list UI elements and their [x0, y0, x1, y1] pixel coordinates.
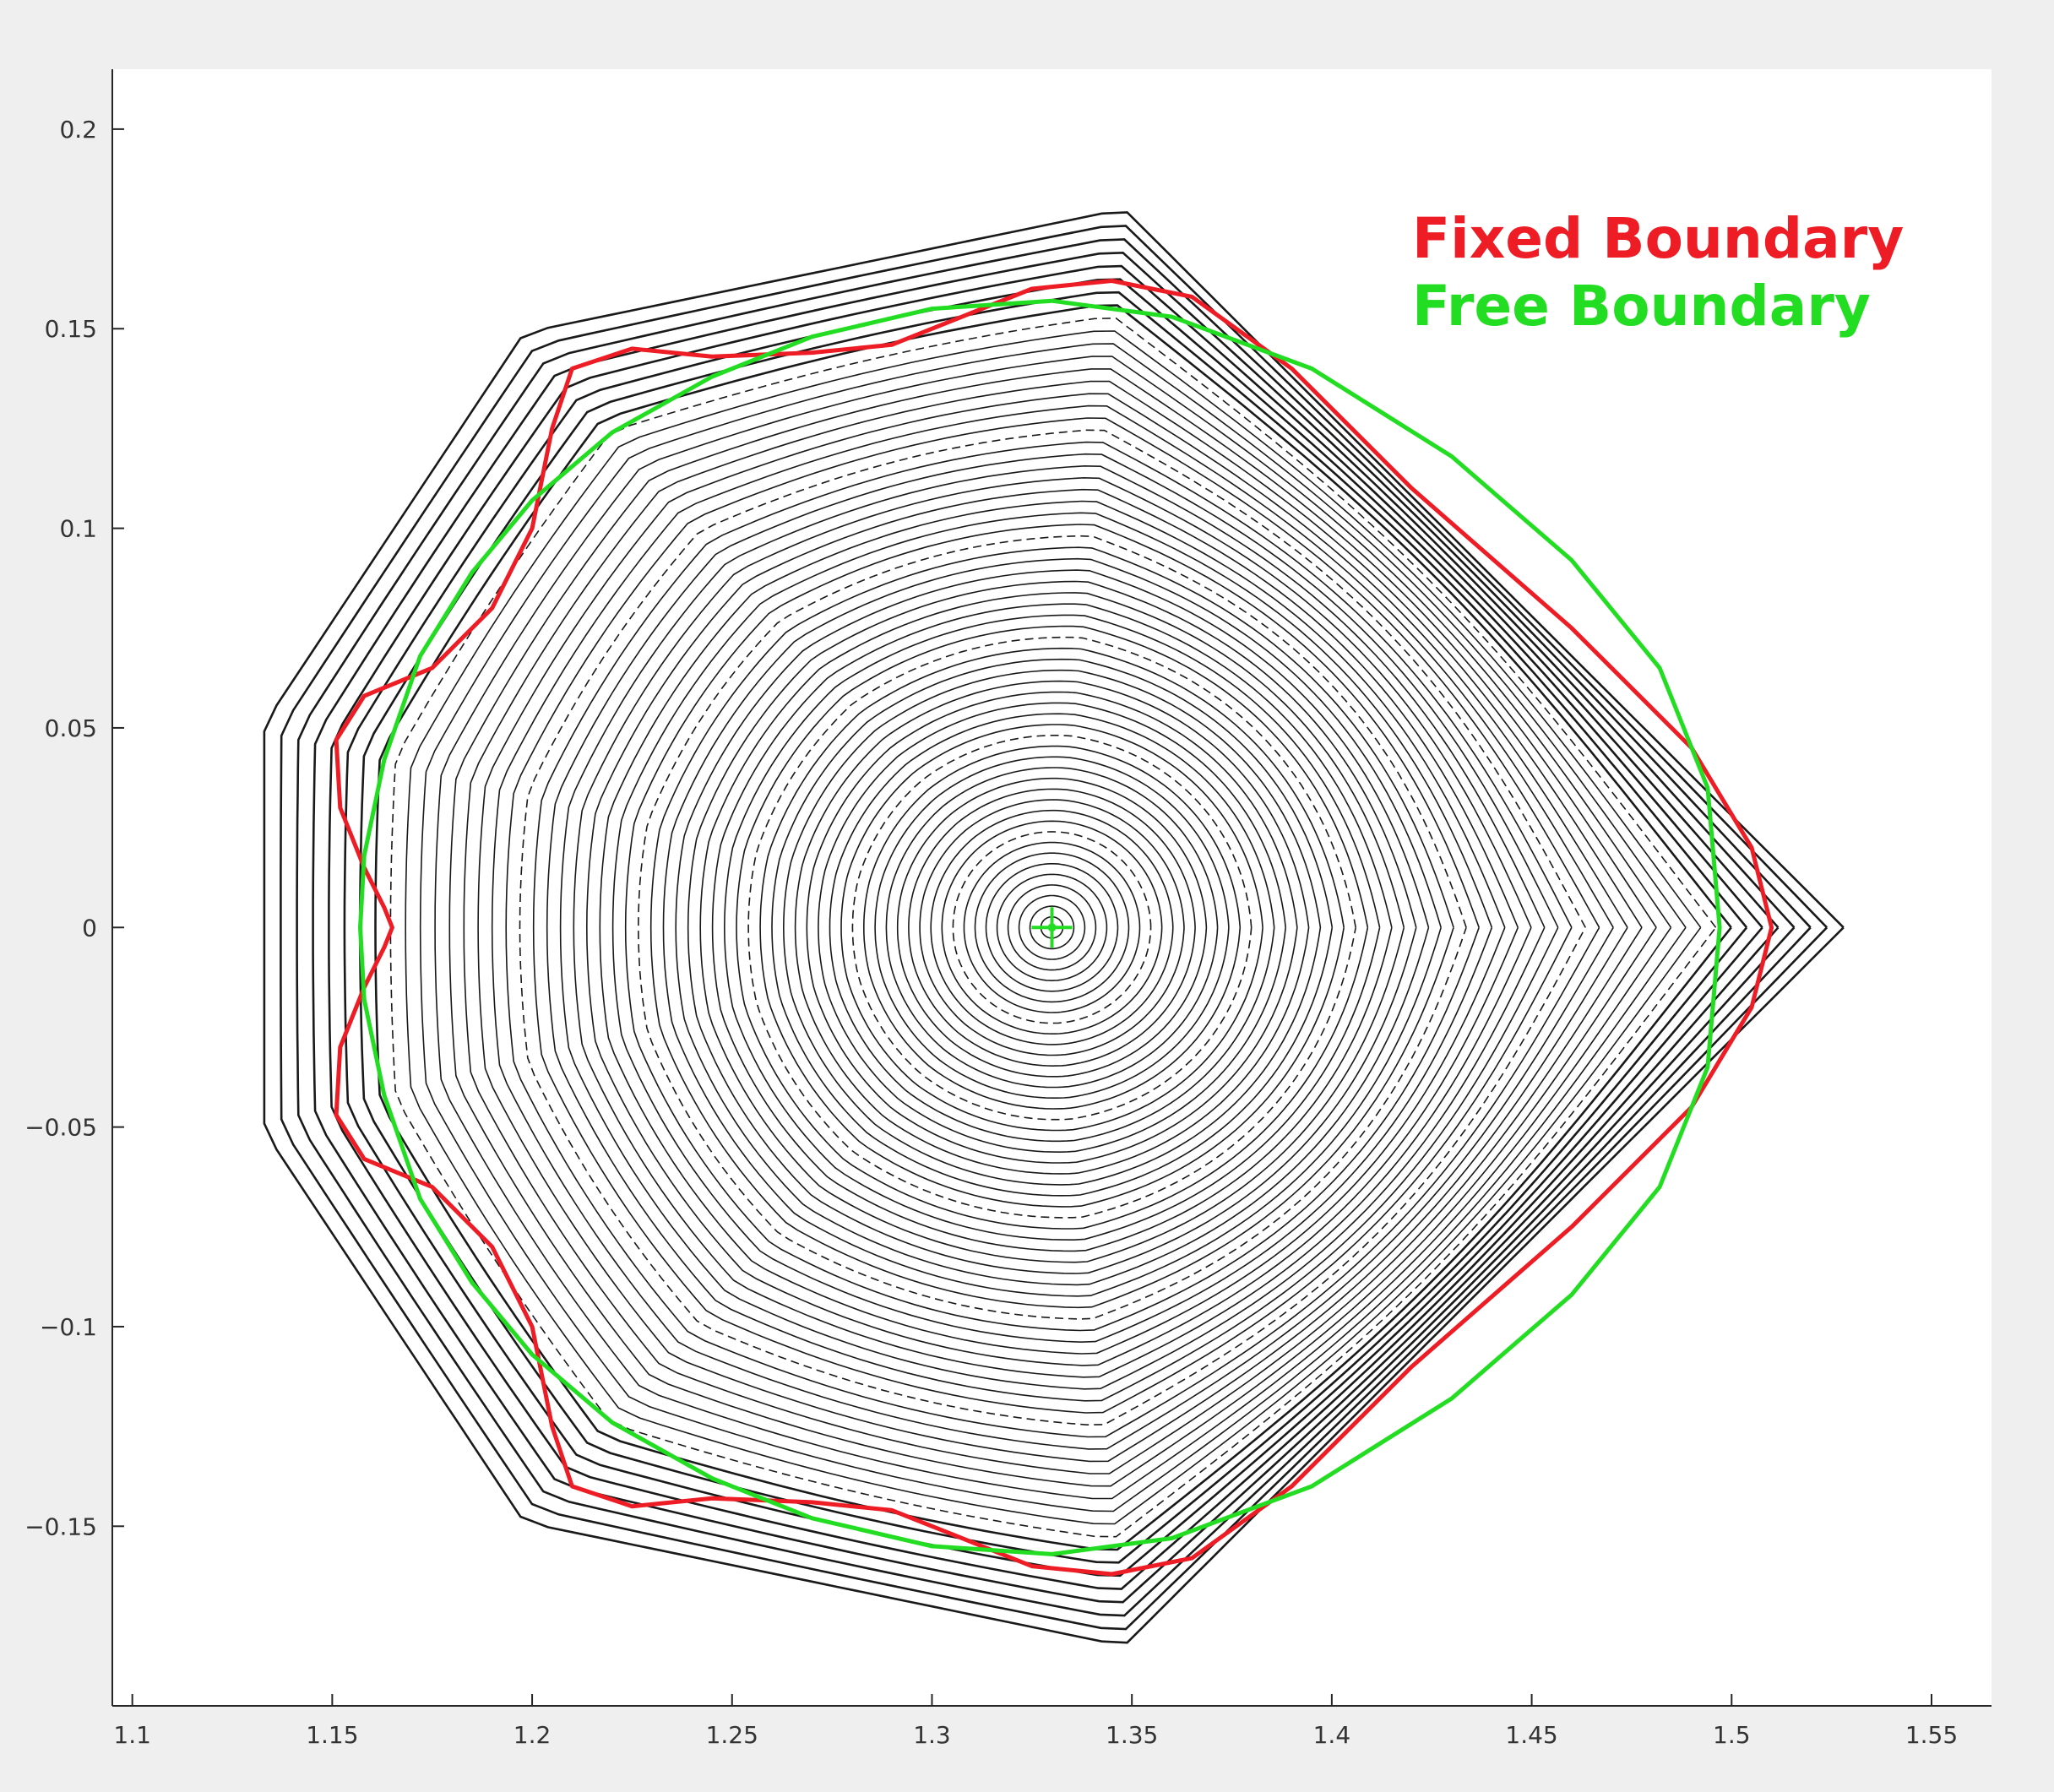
y-axis-ticks: 0.2 0.15 0.1 0.05 0 −0.05 −0.1 −0.15 — [24, 116, 124, 1540]
flux-surface — [723, 614, 1381, 1241]
flux-surface — [862, 745, 1242, 1110]
x-tick-label: 1.2 — [514, 1721, 552, 1749]
flux-surface — [419, 343, 1687, 1512]
flux-surface — [263, 211, 1845, 1644]
flux-surface — [806, 691, 1298, 1164]
flux-surface — [312, 251, 1796, 1604]
flux-surface — [463, 380, 1643, 1474]
flux-surface — [840, 724, 1263, 1132]
y-tick-label: 0.05 — [45, 714, 97, 742]
flux-surface — [885, 767, 1219, 1089]
flux-surface — [519, 429, 1586, 1426]
y-tick-label: 0.1 — [59, 515, 97, 543]
y-tick-label: 0.15 — [45, 315, 97, 343]
y-tick-label: −0.15 — [24, 1512, 97, 1540]
flux-surface — [573, 476, 1532, 1378]
x-tick-label: 1.25 — [706, 1721, 758, 1749]
flux-surface — [649, 546, 1454, 1309]
flux-surface — [919, 799, 1185, 1056]
flux-surface — [1007, 884, 1097, 971]
flux-surface — [794, 680, 1310, 1175]
flux-surface — [343, 278, 1763, 1578]
flux-surface — [546, 453, 1559, 1402]
flux-surface — [930, 809, 1174, 1045]
flux-surface — [963, 841, 1141, 1013]
boundary-series — [334, 279, 1774, 1577]
flux-surface — [405, 330, 1702, 1525]
fixed-boundary-line — [334, 279, 1774, 1577]
y-tick-label: −0.05 — [24, 1114, 97, 1142]
y-tick-label: −0.1 — [40, 1313, 97, 1341]
flux-surface — [1029, 905, 1075, 950]
flux-surface — [736, 625, 1369, 1230]
flux-surface — [1018, 894, 1086, 960]
flux-surface — [771, 658, 1334, 1197]
flux-surface — [747, 636, 1356, 1219]
x-tick-label: 1.1 — [113, 1721, 151, 1749]
flux-surface — [896, 777, 1208, 1078]
legend-free-boundary: Free Boundary — [1412, 274, 1871, 339]
flux-surface — [974, 852, 1130, 1003]
flux-surface — [477, 393, 1628, 1463]
flux-surface — [675, 569, 1430, 1286]
x-tick-label: 1.4 — [1313, 1721, 1351, 1749]
flux-surface — [599, 500, 1506, 1355]
flux-surface — [851, 734, 1253, 1121]
flux-surface — [491, 405, 1614, 1450]
x-tick-label: 1.55 — [1905, 1721, 1958, 1749]
flux-surface — [782, 669, 1322, 1186]
flux-surface — [662, 557, 1442, 1297]
flux-surface — [818, 702, 1286, 1154]
axis-dot — [1047, 923, 1057, 932]
flux-surface — [328, 264, 1780, 1590]
flux-surface — [505, 417, 1600, 1438]
magnetic-axis-marker — [1031, 907, 1073, 948]
free-boundary-line — [358, 298, 1722, 1556]
flux-surface — [296, 238, 1812, 1617]
flux-surface — [908, 788, 1196, 1067]
y-tick-label: 0 — [82, 914, 97, 942]
y-tick-label: 0.2 — [59, 116, 97, 144]
flux-surface — [985, 862, 1119, 992]
flux-surface — [624, 524, 1480, 1332]
flux-surface — [585, 488, 1519, 1366]
x-tick-label: 1.3 — [913, 1721, 951, 1749]
flux-surface — [611, 512, 1493, 1344]
x-tick-label: 1.5 — [1713, 1721, 1751, 1749]
x-tick-label: 1.45 — [1505, 1721, 1557, 1749]
flux-surface — [559, 464, 1546, 1390]
flux-surface — [759, 647, 1345, 1208]
flux-surface — [711, 603, 1393, 1252]
x-tick-label: 1.35 — [1106, 1721, 1158, 1749]
flux-surface — [952, 831, 1152, 1024]
flux-surface — [280, 225, 1828, 1631]
flux-surface — [996, 873, 1108, 982]
legend-fixed-boundary: Fixed Boundary — [1412, 206, 1904, 271]
flux-surface — [941, 820, 1163, 1034]
flux-surface — [829, 713, 1275, 1143]
flux-surface — [687, 580, 1417, 1274]
flux-surface — [374, 304, 1732, 1551]
poincare-surfaces — [263, 211, 1845, 1644]
x-axis-ticks: 1.1 1.15 1.2 1.25 1.3 1.35 1.4 1.45 1.5 1.55 — [113, 1694, 1958, 1749]
flux-surface — [699, 592, 1405, 1263]
flux-surface — [532, 441, 1573, 1414]
x-tick-label: 1.15 — [306, 1721, 358, 1749]
flux-surface — [874, 756, 1230, 1099]
flux-surface — [434, 356, 1672, 1500]
flux-surface — [448, 368, 1657, 1487]
